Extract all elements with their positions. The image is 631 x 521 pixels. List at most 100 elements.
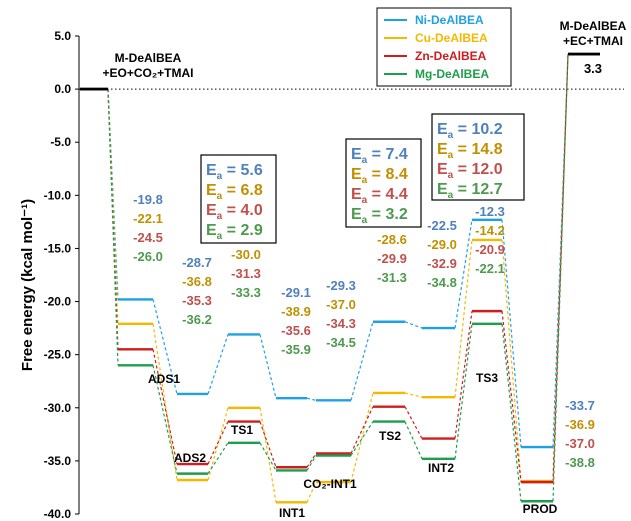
- value-label-cu-dealbea-ts2: -28.6: [377, 232, 407, 247]
- state-labels: M-DeAlBEA+EO+CO₂+TMAIADS1ADS2TS1INT1CO₂-…: [102, 19, 626, 520]
- value-label-ni-dealbea-ts3: -12.3: [475, 204, 505, 219]
- value-label-zn-dealbea-ts1: -31.3: [231, 266, 261, 281]
- ea-line-cu-dealbea: Ea = 6.8: [206, 182, 263, 202]
- connector-mg-dealbea: [207, 442, 229, 474]
- ea-line-zn-dealbea: Ea = 12.0: [437, 161, 503, 181]
- value-label-ni-dealbea-co2int1: -29.3: [326, 278, 356, 293]
- connector-mg-dealbea: [501, 323, 522, 502]
- connector-ni-dealbea: [259, 334, 277, 399]
- connector-ni-dealbea: [404, 321, 423, 329]
- value-label-cu-dealbea-ts1: -30.0: [231, 247, 261, 262]
- value-label-zn-dealbea-int2: -32.9: [427, 256, 457, 271]
- y-tick-label: -40.0: [44, 507, 72, 521]
- value-label-mg-dealbea-co2int1: -34.5: [326, 335, 356, 350]
- ea-box-2: [345, 138, 422, 228]
- value-label-mg-dealbea-ads2: -36.2: [182, 312, 212, 327]
- legend-label-cu-dealbea: Cu-DeAlBEA: [415, 31, 488, 45]
- y-tick-label: -20.0: [44, 295, 72, 309]
- value-label-ni-dealbea-int1: -29.1: [281, 285, 311, 300]
- value-label-ni-dealbea-ads1: -19.8: [133, 192, 163, 207]
- connector-zn-dealbea: [152, 349, 178, 465]
- y-axis: 5.0 0.0 -5.0 -10.0 -15.0 -20.0 -25.0 -30.0 -35.0…: [19, 29, 80, 521]
- connector-zn-dealbea: [501, 311, 522, 483]
- connector-zn-dealbea: [259, 421, 277, 468]
- ea-line-cu-dealbea: Ea = 14.8: [437, 141, 503, 161]
- ea-line-ni-dealbea: Ea = 10.2: [437, 121, 503, 141]
- ea-line-zn-dealbea: Ea = 4.4: [351, 186, 408, 206]
- value-label-mg-dealbea-ts2: -31.3: [377, 270, 407, 285]
- connector-cu-dealbea: [501, 239, 522, 482]
- value-label-ni-dealbea-prod: -33.7: [565, 398, 595, 413]
- ea-line-cu-dealbea: Ea = 8.4: [351, 166, 408, 186]
- value-label-zn-dealbea-ts3: -20.9: [475, 242, 505, 257]
- value-label-end: 3.3: [584, 61, 602, 76]
- connector-lines: [107, 54, 569, 503]
- connector-mg-dealbea: [107, 89, 119, 366]
- energy-levels: [80, 52, 600, 504]
- value-label-ni-dealbea-int2: -22.5: [427, 218, 457, 233]
- connector-zn-dealbea: [454, 311, 473, 439]
- state-label-end: +EC+TMAI: [563, 34, 623, 48]
- y-tick-label: -15.0: [44, 241, 72, 255]
- state-label-co2int1: CO₂-INT1: [303, 477, 357, 491]
- connector-mg-dealbea: [306, 455, 317, 471]
- value-label-cu-dealbea-co2int1: -37.0: [326, 297, 356, 312]
- ea-line-zn-dealbea: Ea = 4.0: [206, 202, 263, 222]
- connector-mg-dealbea: [454, 323, 473, 459]
- value-labels: -19.8 -22.1 -24.5 -26.0 -28.7 -36.8 -35.3 -36.2…: [133, 61, 602, 470]
- ea-line-mg-dealbea: Ea = 3.2: [351, 206, 408, 226]
- y-tick-label: 5.0: [54, 29, 71, 43]
- value-label-cu-dealbea-int1: -38.9: [281, 304, 311, 319]
- connector-zn-dealbea: [350, 406, 374, 454]
- state-label-end: M-DeAlBEA: [560, 19, 627, 33]
- value-label-cu-dealbea-ads1: -22.1: [133, 211, 163, 226]
- legend-label-zn-dealbea: Zn-DeAlBEA: [415, 49, 487, 63]
- connector-ni-dealbea: [306, 397, 317, 401]
- ea-box-3: [431, 113, 525, 201]
- connector-cu-dealbea: [454, 239, 473, 398]
- ea-line-ni-dealbea: Ea = 7.4: [351, 146, 408, 166]
- value-label-cu-dealbea-ts3: -14.2: [475, 223, 505, 238]
- state-label-prod: PROD: [523, 502, 558, 516]
- connector-zn-dealbea: [207, 421, 229, 465]
- y-tick-label: 0.0: [54, 82, 71, 96]
- state-label-int2: INT2: [428, 461, 454, 475]
- ea-line-ni-dealbea: Ea = 5.6: [206, 162, 263, 182]
- connector-mg-dealbea: [404, 421, 423, 460]
- legend-label-mg-dealbea: Mg-DeAlBEA: [415, 67, 489, 81]
- value-label-cu-dealbea-prod: -36.9: [565, 417, 595, 432]
- y-tick-label: -10.0: [44, 188, 72, 202]
- value-label-zn-dealbea-int1: -35.6: [281, 323, 311, 338]
- y-tick-label: -30.0: [44, 401, 72, 415]
- connector-ni-dealbea: [350, 321, 374, 401]
- value-label-mg-dealbea-int2: -34.8: [427, 275, 457, 290]
- value-label-zn-dealbea-prod: -37.0: [565, 436, 595, 451]
- y-axis-title: Free energy (kcal mol⁻¹): [19, 199, 36, 371]
- legend: Ni-DeAlBEA Cu-DeAlBEA Zn-DeAlBEA Mg-DeAlBEA: [376, 7, 512, 87]
- state-label-ts1: TS1: [231, 423, 253, 437]
- y-tick-label: -5.0: [50, 135, 71, 149]
- connector-zn-dealbea: [404, 406, 423, 439]
- connector-zn-dealbea: [306, 453, 317, 468]
- state-label-int1: INT1: [279, 506, 305, 520]
- connector-ni-dealbea: [454, 219, 473, 329]
- y-tick-label: -25.0: [44, 348, 72, 362]
- legend-label-ni-dealbea: Ni-DeAlBEA: [415, 13, 484, 27]
- value-label-mg-dealbea-int1: -35.9: [281, 342, 311, 357]
- connector-cu-dealbea: [259, 407, 277, 503]
- state-label-ads2: ADS2: [174, 451, 206, 465]
- ea-box-1: [200, 154, 277, 244]
- value-label-zn-dealbea-ads1: -24.5: [133, 230, 163, 245]
- value-label-cu-dealbea-int2: -29.0: [427, 237, 457, 252]
- connector-cu-dealbea: [404, 392, 423, 398]
- y-tick-label: -35.0: [44, 454, 72, 468]
- state-label-start: +EO+CO₂+TMAI: [102, 66, 193, 80]
- value-label-mg-dealbea-prod: -38.8: [565, 455, 595, 470]
- value-label-cu-dealbea-ads2: -36.8: [182, 274, 212, 289]
- connector-cu-dealbea: [152, 323, 178, 481]
- state-label-start: M-DeAlBEA: [115, 51, 182, 65]
- value-label-mg-dealbea-ts3: -22.1: [475, 261, 505, 276]
- connector-mg-dealbea: [152, 365, 178, 474]
- state-label-ads1: ADS1: [148, 372, 180, 386]
